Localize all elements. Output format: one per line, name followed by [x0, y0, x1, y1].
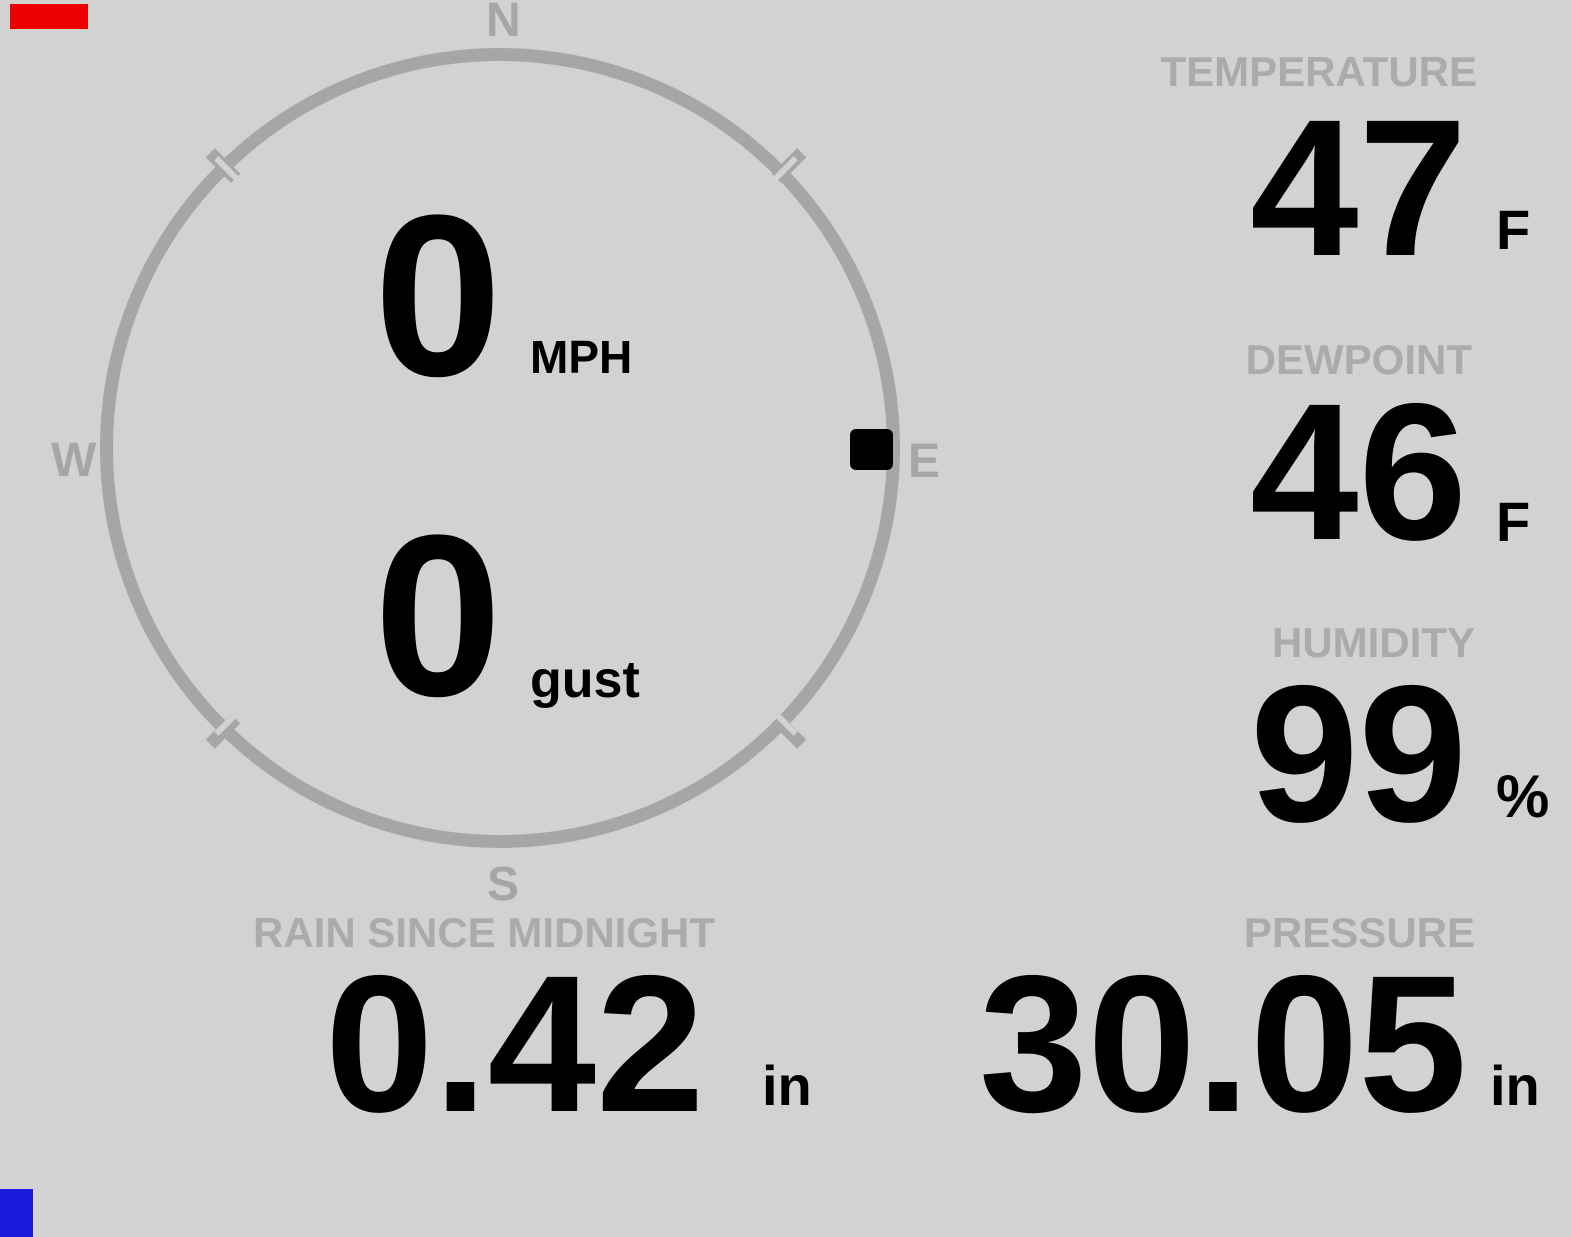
dewpoint-label: DEWPOINT: [1245, 336, 1472, 383]
rain-value: 0.42: [325, 935, 705, 1153]
rain-unit: in: [762, 1054, 812, 1117]
dewpoint-value: 46: [1250, 363, 1467, 581]
humidity-unit: %: [1496, 763, 1550, 830]
wind-gust-value: 0: [374, 487, 502, 744]
pressure-label: PRESSURE: [1243, 909, 1475, 956]
humidity-label: HUMIDITY: [1272, 619, 1475, 666]
pressure-value: 30.05: [979, 935, 1467, 1153]
wind-gust-unit: gust: [530, 651, 640, 709]
dewpoint-unit: F: [1496, 490, 1531, 553]
temperature-value: 47: [1250, 79, 1467, 297]
humidity-value: 99: [1250, 645, 1467, 863]
cardinal-north-label: N: [486, 0, 521, 47]
blue-patch: [0, 1189, 33, 1237]
wind-speed-value: 0: [374, 167, 502, 424]
wind-direction-marker: [850, 429, 893, 470]
temperature-unit: F: [1496, 198, 1531, 261]
temperature-label: TEMPERATURE: [1160, 48, 1477, 95]
red-patch: [10, 4, 88, 29]
pressure-unit: in: [1490, 1054, 1540, 1117]
cardinal-south-label: S: [487, 858, 520, 911]
rain-label: RAIN SINCE MIDNIGHT: [253, 909, 715, 956]
cardinal-east-label: E: [908, 435, 941, 488]
wind-speed-unit: MPH: [530, 331, 633, 383]
cardinal-west-label: W: [51, 434, 97, 487]
